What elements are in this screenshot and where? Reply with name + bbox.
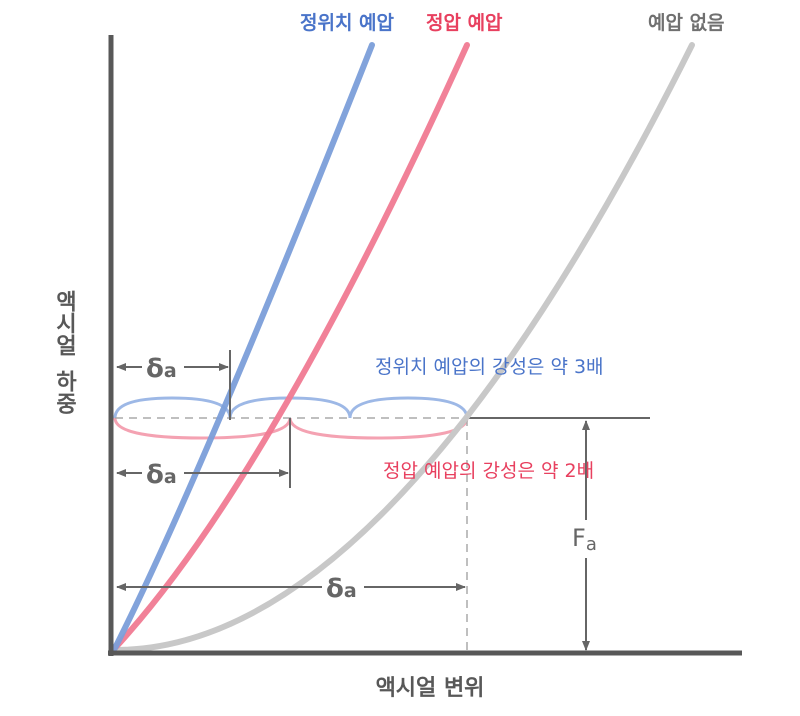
curve-fixed-position bbox=[112, 42, 375, 651]
x-axis-label: 액시얼 변위 bbox=[376, 676, 485, 701]
delta-arrow-fixed bbox=[116, 350, 231, 420]
delta-arrow-pressure bbox=[116, 418, 291, 488]
y-axis-label-line1: 액시얼 bbox=[52, 290, 77, 356]
delta-label-none: δa bbox=[326, 574, 357, 604]
label-no-preload: 예압 없음 bbox=[648, 12, 725, 34]
delta-label-pressure: δa bbox=[146, 460, 177, 490]
annotation-pressure-stiffness: 정압 예압의 강성은 약 2배 bbox=[383, 460, 594, 482]
curve-no-preload bbox=[112, 42, 695, 653]
delta-label-fixed: δa bbox=[146, 354, 177, 384]
label-fixed-position: 정위치 예압 bbox=[300, 12, 395, 34]
annotation-fixed-stiffness: 정위치 예압의 강성은 약 3배 bbox=[375, 356, 604, 378]
curve-constant-pressure bbox=[112, 42, 470, 651]
y-axis-label-line2: 하중 bbox=[52, 370, 77, 414]
label-constant-pressure: 정압 예압 bbox=[426, 12, 503, 34]
force-label: Fa bbox=[572, 524, 597, 555]
